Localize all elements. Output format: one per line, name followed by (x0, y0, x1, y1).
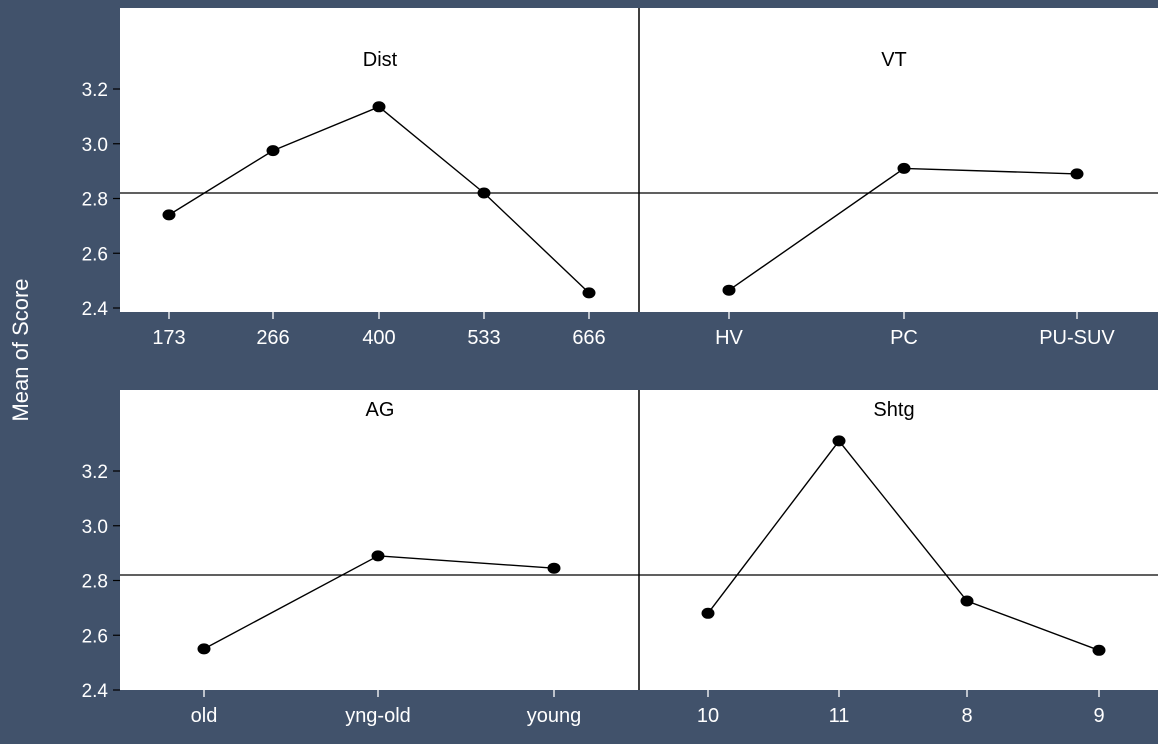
y-tick-label: 2.6 (82, 244, 108, 265)
y-tick-label: 2.4 (82, 681, 109, 702)
panel-title-vt: VT (881, 49, 907, 71)
data-point (722, 284, 736, 296)
x-tick-label: 9 (1093, 705, 1104, 727)
x-tick-label: old (191, 705, 218, 727)
x-tick-label: yng-old (345, 705, 411, 727)
data-point (266, 145, 280, 157)
y-tick-label: 3.2 (82, 80, 108, 101)
x-axes: 173 266 400 533 666 HV PC PU-SUV old yng-old young… (152, 312, 1115, 727)
data-point (832, 435, 846, 447)
x-tick-label: 173 (152, 327, 185, 349)
x-tick-label: 666 (572, 327, 605, 349)
y-tick-label: 2.4 (82, 299, 109, 320)
series-layer (162, 101, 1106, 656)
x-tick-label: 8 (961, 705, 972, 727)
data-point (897, 162, 911, 174)
x-tick-label: young (527, 705, 582, 727)
data-point (371, 550, 385, 562)
data-point (1092, 644, 1106, 656)
y-tick-label: 3.0 (82, 517, 108, 538)
x-tick-label: 533 (467, 327, 500, 349)
data-point (477, 187, 491, 199)
x-tick-label: HV (715, 327, 743, 349)
data-point (547, 562, 561, 574)
data-point (960, 595, 974, 607)
y-tick-label: 2.6 (82, 626, 108, 647)
y-axes: 2.4 2.6 2.8 3.0 3.2 2.4 2.6 2.8 3.0 3.2 (82, 80, 120, 702)
x-tick-label: 266 (256, 327, 289, 349)
panel-titles: Dist VT AG Shtg (363, 49, 915, 421)
panel-title-shtg: Shtg (873, 399, 914, 421)
data-point (197, 643, 211, 655)
data-point (701, 607, 715, 619)
panel-title-dist: Dist (363, 49, 398, 71)
y-tick-label: 3.2 (82, 462, 108, 483)
series-line-shtg (707, 439, 1100, 651)
data-point (582, 287, 596, 299)
x-tick-label: 11 (829, 705, 850, 727)
y-axis-title: Mean of Score (8, 278, 33, 421)
data-point (162, 209, 176, 221)
data-point (372, 101, 386, 113)
panel-title-ag: AG (366, 399, 395, 421)
x-tick-label: PC (890, 327, 918, 349)
x-tick-label: 400 (362, 327, 395, 349)
x-tick-label: 10 (697, 705, 719, 727)
x-tick-label: PU-SUV (1039, 327, 1115, 349)
data-point (1070, 168, 1084, 180)
y-tick-label: 2.8 (82, 190, 108, 211)
y-tick-label: 3.0 (82, 135, 108, 156)
y-tick-label: 2.8 (82, 572, 108, 593)
